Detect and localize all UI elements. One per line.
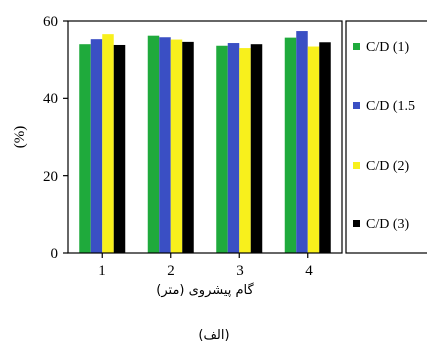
bar-2-series-1 [147, 35, 160, 253]
bar-3-series-1 [216, 45, 228, 253]
y-tick-label-40: 40 [43, 91, 58, 107]
bar-1-series-2 [90, 39, 103, 253]
legend-frame [345, 20, 427, 254]
bar-2-series-4 [182, 41, 194, 253]
bar-4-series-3 [307, 46, 320, 253]
y-tick-label-0: 0 [51, 246, 59, 262]
y-axis-label: (%) [12, 126, 28, 149]
plot-frame [67, 20, 343, 254]
x-tick-label-4: 4 [305, 263, 313, 279]
bar-1-series-1 [79, 44, 91, 254]
legend-label-cd3: C/D (3) [366, 217, 410, 232]
y-tick-label-20: 20 [43, 169, 58, 185]
bar-1-series-3 [102, 34, 114, 254]
legend-label-cd15: C/D (1.5 [366, 99, 415, 114]
bar-4-series-2 [296, 31, 308, 253]
bar-3-series-3 [239, 48, 251, 253]
bar-1-series-4 [113, 44, 126, 253]
legend-label-cd2: C/D (2) [366, 159, 410, 174]
x-tick-label-1: 1 [98, 263, 106, 279]
bar-3-series-4 [250, 44, 263, 254]
bar-4-series-4 [319, 42, 331, 253]
bar-2-series-2 [159, 37, 171, 253]
x-tick-label-3: 3 [236, 263, 244, 279]
x-axis-label: گام پیشروی (متر) [156, 282, 254, 298]
axis-ticks [63, 20, 309, 258]
legend-swatch-cd15 [353, 102, 360, 109]
bars-layer [79, 31, 331, 254]
bar-3-series-2 [227, 43, 240, 253]
legend-swatch-cd2 [353, 162, 360, 169]
legend-swatch-cd3 [353, 220, 360, 227]
bar-2-series-3 [170, 39, 183, 254]
x-tick-label-2: 2 [167, 263, 175, 279]
bar-4-series-1 [284, 37, 297, 253]
legend-label-cd1: C/D (1) [366, 40, 410, 55]
legend-swatch-cd1 [353, 43, 360, 50]
y-tick-label-60: 60 [43, 14, 58, 30]
figure-caption: (الف) [198, 328, 229, 343]
